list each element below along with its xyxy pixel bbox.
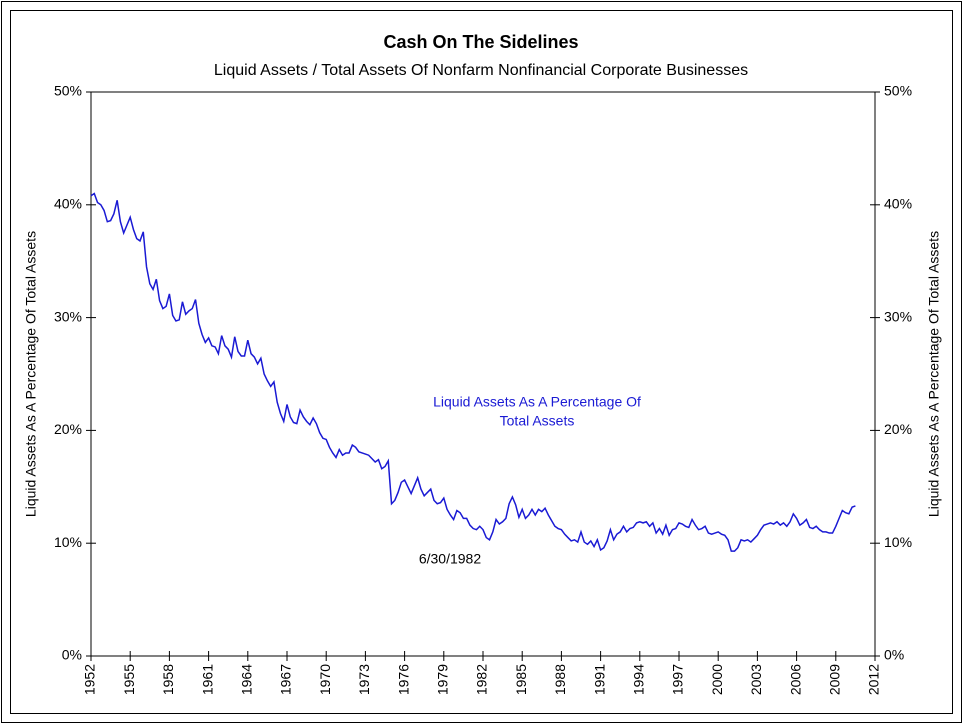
inner-frame — [10, 10, 953, 714]
x-tick-label: 1967 — [278, 664, 294, 695]
x-tick-label: 2012 — [866, 664, 882, 695]
annotation: Liquid Assets As A Percentage Of — [433, 394, 641, 410]
x-tick-label: 1958 — [160, 664, 176, 695]
x-tick-label: 1994 — [631, 664, 647, 695]
x-tick-label: 1985 — [513, 664, 529, 695]
y-tick-label: 30% — [54, 308, 82, 324]
x-tick-label: 1964 — [239, 664, 255, 695]
y2-tick-label: 30% — [884, 308, 912, 324]
x-tick-label: 2000 — [709, 664, 725, 695]
y2-tick-label: 0% — [884, 647, 904, 663]
x-tick-label: 1997 — [670, 664, 686, 695]
y-tick-label: 20% — [54, 421, 82, 437]
y-tick-label: 50% — [54, 83, 82, 99]
data-line — [90, 192, 856, 552]
x-tick-label: 2009 — [827, 664, 843, 695]
x-tick-label: 1976 — [395, 664, 411, 695]
x-tick-label: 1988 — [552, 664, 568, 695]
y2-tick-label: 20% — [884, 421, 912, 437]
x-tick-label: 1991 — [591, 664, 607, 695]
chart-title: Cash On The Sidelines — [383, 32, 578, 52]
x-tick-label: 1961 — [199, 664, 215, 695]
y-tick-label: 0% — [62, 647, 82, 663]
x-tick-label: 1982 — [474, 664, 490, 695]
x-tick-label: 1979 — [435, 664, 451, 695]
y-tick-label: 10% — [54, 534, 82, 550]
plot-area — [90, 91, 876, 657]
annotation: Total Assets — [500, 413, 575, 429]
chart-subtitle: Liquid Assets / Total Assets Of Nonfarm … — [214, 62, 748, 79]
y2-tick-label: 40% — [884, 196, 912, 212]
y2-axis-label: Liquid Assets As A Percentage Of Total A… — [926, 231, 942, 517]
y2-tick-label: 50% — [884, 83, 912, 99]
y-axis-label: Liquid Assets As A Percentage Of Total A… — [23, 231, 39, 517]
x-tick-label: 2006 — [787, 664, 803, 695]
y-tick-label: 40% — [54, 196, 82, 212]
annotation: 6/30/1982 — [419, 551, 481, 567]
y2-tick-label: 10% — [884, 534, 912, 550]
x-tick-label: 1955 — [121, 664, 137, 695]
x-tick-label: 1952 — [82, 664, 98, 695]
x-tick-label: 1973 — [356, 664, 372, 695]
x-tick-label: 1970 — [317, 664, 333, 695]
x-tick-label: 2003 — [748, 664, 764, 695]
